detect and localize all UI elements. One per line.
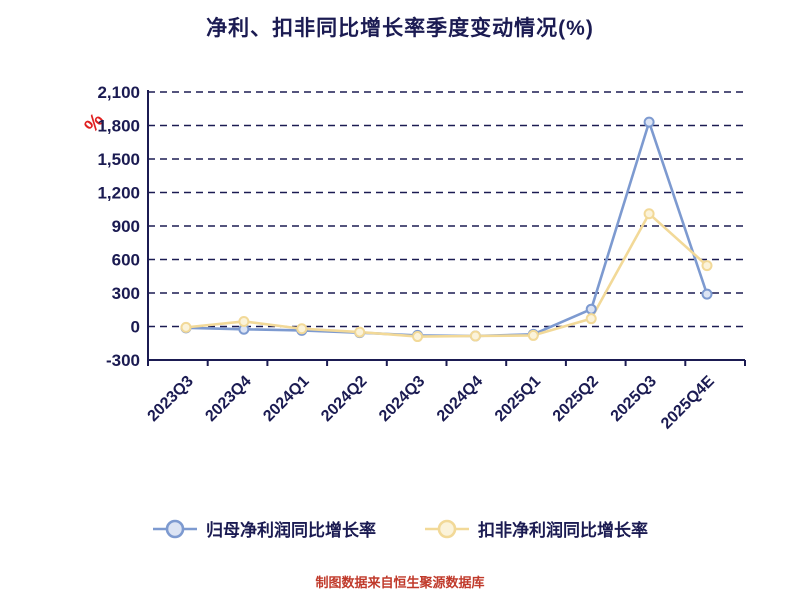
line-chart-plot: -300 0 300 600 900 1,200 1,500 1,800 2,100 2023Q3… [97, 83, 746, 433]
source-note: 制图数据来自恒生聚源数据库 [315, 575, 485, 590]
svg-text:2024Q2: 2024Q2 [318, 373, 370, 425]
svg-text:2025Q3: 2025Q3 [608, 373, 660, 425]
legend-marker-line-circle-icon [425, 519, 469, 538]
svg-text:2025Q2: 2025Q2 [550, 373, 602, 425]
svg-text:900: 900 [112, 217, 140, 236]
legend-label: 归母净利润同比增长率 [206, 521, 376, 540]
svg-text:2024Q1: 2024Q1 [260, 373, 312, 425]
legend-item-net-profit-growth: 归母净利润同比增长率 [152, 516, 376, 541]
svg-text:2025Q4E: 2025Q4E [658, 373, 718, 433]
legend-item-nonrecurring-profit-growth: 扣非净利润同比增长率 [424, 516, 648, 541]
legend-label: 扣非净利润同比增长率 [478, 521, 648, 540]
svg-text:2024Q4: 2024Q4 [434, 373, 486, 425]
svg-text:300: 300 [112, 284, 140, 303]
svg-text:2,100: 2,100 [97, 83, 140, 102]
svg-text:0: 0 [131, 318, 140, 337]
svg-text:1,500: 1,500 [97, 150, 140, 169]
svg-text:1,800: 1,800 [97, 117, 140, 136]
svg-text:2024Q3: 2024Q3 [376, 373, 428, 425]
chart-legend: 归母净利润同比增长率 扣非净利润同比增长率 [0, 516, 800, 541]
svg-text:-300: -300 [106, 351, 140, 370]
svg-text:2025Q1: 2025Q1 [492, 373, 544, 425]
svg-text:2023Q3: 2023Q3 [145, 373, 197, 425]
svg-text:600: 600 [112, 251, 140, 270]
svg-text:1,200: 1,200 [97, 184, 140, 203]
legend-marker-line-circle-icon [153, 519, 197, 538]
chart-title: 净利、扣非同比增长率季度变动情况(%) [206, 17, 594, 40]
svg-text:2023Q4: 2023Q4 [202, 373, 254, 425]
